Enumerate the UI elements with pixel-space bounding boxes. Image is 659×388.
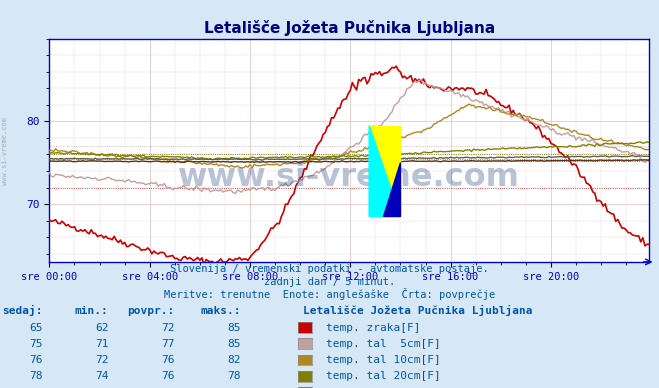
Text: zadnji dan / 5 minut.: zadnji dan / 5 minut.	[264, 277, 395, 287]
Text: 85: 85	[227, 339, 241, 349]
Text: 78: 78	[30, 371, 43, 381]
Text: temp. tal 10cm[F]: temp. tal 10cm[F]	[326, 355, 441, 365]
Text: 75: 75	[30, 339, 43, 349]
Text: 76: 76	[161, 371, 175, 381]
Text: 71: 71	[96, 339, 109, 349]
Text: 78: 78	[227, 371, 241, 381]
Text: Meritve: trenutne  Enote: anglešaške  Črta: povprečje: Meritve: trenutne Enote: anglešaške Črta…	[164, 288, 495, 300]
Text: 82: 82	[227, 355, 241, 365]
Text: 85: 85	[227, 322, 241, 333]
Text: 74: 74	[96, 371, 109, 381]
Text: 72: 72	[96, 355, 109, 365]
Polygon shape	[384, 162, 401, 217]
Text: 62: 62	[96, 322, 109, 333]
Text: 76: 76	[161, 355, 175, 365]
Text: 76: 76	[30, 355, 43, 365]
Text: temp. tal  5cm[F]: temp. tal 5cm[F]	[326, 339, 441, 349]
Text: 65: 65	[30, 322, 43, 333]
Text: temp. tal 20cm[F]: temp. tal 20cm[F]	[326, 371, 441, 381]
Text: www.si-vreme.com: www.si-vreme.com	[2, 117, 9, 185]
Text: 72: 72	[161, 322, 175, 333]
Text: min.:: min.:	[75, 306, 109, 316]
Text: sedaj:: sedaj:	[3, 305, 43, 316]
Text: Slovenija / vremenski podatki - avtomatske postaje.: Slovenija / vremenski podatki - avtomats…	[170, 263, 489, 274]
Title: Letališče Jožeta Pučnika Ljubljana: Letališče Jožeta Pučnika Ljubljana	[204, 20, 495, 36]
Polygon shape	[369, 126, 401, 217]
Text: povpr.:: povpr.:	[127, 306, 175, 316]
Text: www.si-vreme.com: www.si-vreme.com	[179, 162, 520, 192]
Text: Letališče Jožeta Pučnika Ljubljana: Letališče Jožeta Pučnika Ljubljana	[303, 305, 532, 316]
Text: temp. zraka[F]: temp. zraka[F]	[326, 322, 420, 333]
Text: maks.:: maks.:	[200, 306, 241, 316]
Text: 77: 77	[161, 339, 175, 349]
Polygon shape	[369, 126, 401, 217]
